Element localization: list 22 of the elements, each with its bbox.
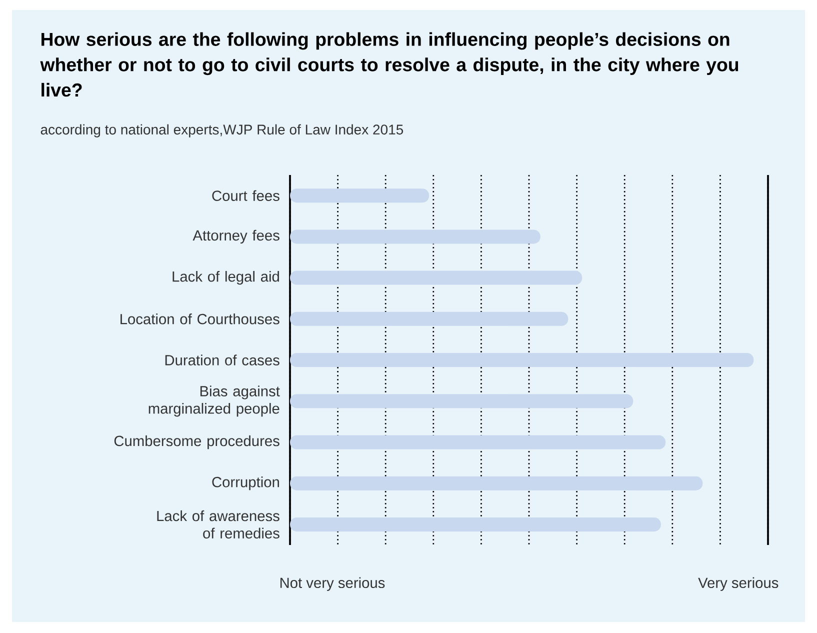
chart-title: How serious are the following problems in influencing people’s decisions on whether or not to go to civil courts to resolve a dispute, in the city where you live? <box>40 32 738 97</box>
chart-subtitle: according to national experts,WJP Rule of Law Index 2015 <box>40 124 404 138</box>
y-tick-label: Duration of cases <box>165 354 280 366</box>
y-tick-label: Corruption <box>212 476 279 490</box>
bar <box>290 353 754 368</box>
bar <box>290 230 540 244</box>
y-tick-label: Court fees <box>212 190 280 201</box>
bar <box>290 476 703 490</box>
y-tick-label: Cumbersome procedures <box>114 435 280 450</box>
y-tick-label: Attorney fees <box>192 230 280 244</box>
text: Not very serious <box>280 577 385 591</box>
bar <box>290 435 666 450</box>
y-tick-label: Lack of awareness of remedies <box>157 510 280 539</box>
bar <box>290 270 582 285</box>
bar <box>290 188 430 203</box>
bar <box>290 312 568 326</box>
bar <box>290 394 634 408</box>
y-tick-label: Bias against marginalized people <box>148 386 280 417</box>
text: Very serious <box>698 577 778 591</box>
y-tick-label: Lack of legal aid <box>172 270 279 285</box>
bar <box>290 517 661 532</box>
y-tick-label: Location of Courthouses <box>120 314 280 324</box>
